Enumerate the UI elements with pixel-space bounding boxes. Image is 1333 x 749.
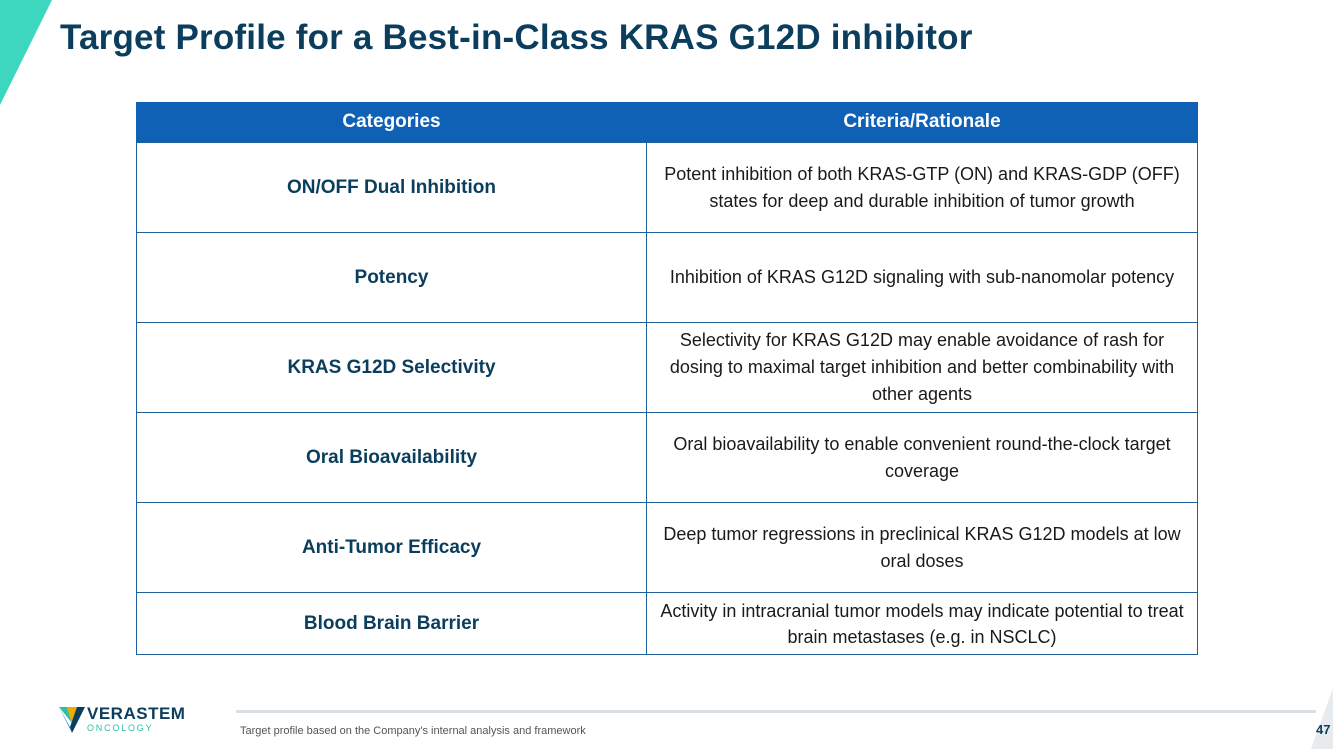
- logo-sub-text: ONCOLOGY: [87, 723, 154, 733]
- slide-title: Target Profile for a Best-in-Class KRAS …: [60, 18, 973, 57]
- page-number: 47: [1316, 722, 1331, 737]
- table-row: Oral Bioavailability Oral bioavailabilit…: [136, 412, 1198, 503]
- table-row: Anti-Tumor Efficacy Deep tumor regressio…: [136, 502, 1198, 593]
- table-row: Blood Brain Barrier Activity in intracra…: [136, 592, 1198, 655]
- rationale-cell: Selectivity for KRAS G12D may enable avo…: [646, 322, 1198, 413]
- rationale-cell: Inhibition of KRAS G12D signaling with s…: [646, 232, 1198, 323]
- header-criteria-rationale: Criteria/Rationale: [646, 102, 1198, 143]
- rationale-cell: Deep tumor regressions in preclinical KR…: [646, 502, 1198, 593]
- table-row: KRAS G12D Selectivity Selectivity for KR…: [136, 322, 1198, 413]
- accent-triangle: [0, 0, 52, 105]
- category-cell: Potency: [136, 232, 647, 323]
- header-categories: Categories: [136, 102, 647, 143]
- verastem-v-icon: [59, 707, 85, 733]
- target-profile-table: Categories Criteria/Rationale ON/OFF Dua…: [136, 102, 1198, 655]
- table-row: ON/OFF Dual Inhibition Potent inhibition…: [136, 142, 1198, 233]
- corner-accent: [1311, 688, 1333, 749]
- verastem-logo: VERASTEM ONCOLOGY: [59, 705, 185, 735]
- category-cell: Anti-Tumor Efficacy: [136, 502, 647, 593]
- rationale-cell: Activity in intracranial tumor models ma…: [646, 592, 1198, 655]
- table-row: Potency Inhibition of KRAS G12D signalin…: [136, 232, 1198, 323]
- footnote: Target profile based on the Company's in…: [240, 725, 586, 737]
- category-cell: Blood Brain Barrier: [136, 592, 647, 655]
- rationale-cell: Oral bioavailability to enable convenien…: [646, 412, 1198, 503]
- table-header-row: Categories Criteria/Rationale: [136, 102, 1198, 143]
- category-cell: ON/OFF Dual Inhibition: [136, 142, 647, 233]
- footer-divider: [236, 710, 1316, 713]
- category-cell: KRAS G12D Selectivity: [136, 322, 647, 413]
- category-cell: Oral Bioavailability: [136, 412, 647, 503]
- rationale-cell: Potent inhibition of both KRAS-GTP (ON) …: [646, 142, 1198, 233]
- logo-brand-text: VERASTEM: [87, 704, 186, 723]
